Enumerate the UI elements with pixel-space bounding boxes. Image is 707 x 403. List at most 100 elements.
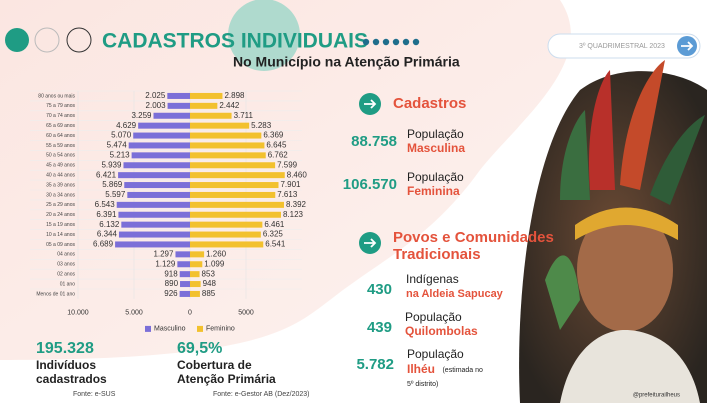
stat-label: Atenção Primária bbox=[177, 372, 276, 386]
bar bbox=[190, 133, 261, 139]
bar bbox=[190, 123, 249, 129]
bar bbox=[190, 241, 263, 247]
period: 3º QUADRIMESTRAL 2023 bbox=[579, 43, 665, 50]
subtitle: No Município na Atenção Primária bbox=[233, 54, 460, 70]
value-label: 853 bbox=[202, 269, 216, 278]
stat-label: Indígenas bbox=[406, 272, 459, 286]
bar bbox=[118, 212, 190, 218]
stat-label: População bbox=[407, 127, 464, 141]
bar bbox=[190, 251, 204, 257]
value-label: 7.901 bbox=[280, 180, 301, 189]
bar bbox=[190, 93, 222, 99]
stat-label: cadastrados bbox=[36, 372, 107, 386]
stat-label: Ilhéu bbox=[407, 362, 435, 376]
bar bbox=[138, 123, 190, 129]
stat-value: 88.758 bbox=[351, 133, 397, 150]
x-tick-label: 0 bbox=[188, 310, 192, 317]
bar bbox=[118, 172, 190, 178]
y-tick-label: 20 a 24 anos bbox=[46, 212, 75, 218]
stat-label: Masculina bbox=[407, 141, 465, 155]
value-label: 5.070 bbox=[111, 131, 132, 140]
bar bbox=[190, 172, 285, 178]
x-tick-label: 10.000 bbox=[67, 310, 89, 317]
y-tick-label: 15 a 19 anos bbox=[46, 222, 75, 228]
stat-label: Quilombolas bbox=[405, 324, 478, 338]
stat-note: (estimada no bbox=[442, 367, 483, 374]
value-label: 890 bbox=[165, 279, 179, 288]
value-label: 5.283 bbox=[251, 121, 272, 130]
y-tick-label: 04 anos bbox=[57, 252, 75, 258]
value-label: 918 bbox=[164, 269, 178, 278]
legend-swatch bbox=[197, 326, 203, 332]
value-label: 3.711 bbox=[234, 111, 254, 120]
y-tick-label: 50 a 54 anos bbox=[46, 153, 75, 159]
section-heading: Povos e Comunidades bbox=[393, 229, 554, 246]
bar bbox=[180, 291, 190, 297]
stat-value: 439 bbox=[367, 319, 392, 336]
value-label: 6.132 bbox=[99, 220, 120, 229]
section-heading: Tradicionais bbox=[393, 246, 481, 263]
bar bbox=[115, 241, 190, 247]
stat-label: População bbox=[405, 310, 462, 324]
bar bbox=[190, 261, 202, 267]
bar bbox=[180, 281, 190, 287]
value-label: 926 bbox=[164, 289, 178, 298]
bar bbox=[190, 222, 262, 228]
bar bbox=[190, 152, 266, 158]
decor-dot bbox=[5, 28, 29, 52]
value-label: 6.689 bbox=[93, 240, 114, 249]
title: CADASTROS INDIVIDUAIS bbox=[102, 30, 368, 53]
bar bbox=[153, 113, 190, 119]
value-label: 5.869 bbox=[102, 180, 123, 189]
bar bbox=[190, 103, 217, 109]
bar bbox=[177, 261, 190, 267]
y-tick-label: 55 a 59 anos bbox=[46, 143, 75, 149]
value-label: 8.392 bbox=[286, 200, 307, 209]
value-label: 5.213 bbox=[110, 150, 131, 159]
value-label: 6.391 bbox=[96, 210, 117, 219]
bar bbox=[190, 202, 284, 208]
value-label: 6.543 bbox=[95, 200, 116, 209]
value-label: 5.939 bbox=[101, 160, 122, 169]
value-label: 7.613 bbox=[277, 190, 298, 199]
value-label: 6.762 bbox=[268, 150, 289, 159]
y-tick-label: 03 anos bbox=[57, 262, 75, 268]
y-tick-label: 60 a 64 anos bbox=[46, 133, 75, 139]
value-label: 948 bbox=[203, 279, 217, 288]
stat-label: População bbox=[407, 170, 464, 184]
value-label: 2.003 bbox=[146, 101, 167, 110]
value-label: 2.442 bbox=[219, 101, 240, 110]
legend-label: Feminino bbox=[206, 326, 235, 333]
value-label: 8.460 bbox=[287, 170, 308, 179]
bar bbox=[168, 103, 190, 109]
bar bbox=[117, 202, 190, 208]
y-tick-label: 05 a 09 anos bbox=[46, 242, 75, 248]
value-label: 1.260 bbox=[206, 249, 227, 258]
bar bbox=[190, 212, 281, 218]
bar bbox=[133, 133, 190, 139]
stat-value: 195.328 bbox=[36, 340, 94, 357]
bar bbox=[121, 222, 190, 228]
stat-label: Indivíduos bbox=[36, 358, 96, 372]
source: Fonte: e-Gestor AB (Dez/2023) bbox=[213, 391, 310, 398]
y-tick-label: 65 a 69 anos bbox=[46, 123, 75, 129]
legend-swatch bbox=[145, 326, 151, 332]
stat-note: 5º distrito) bbox=[407, 381, 438, 388]
value-label: 8.123 bbox=[283, 210, 304, 219]
bar bbox=[123, 162, 190, 168]
value-label: 6.461 bbox=[264, 220, 285, 229]
y-tick-label: 01 ano bbox=[60, 281, 76, 287]
value-label: 6.369 bbox=[263, 131, 284, 140]
value-label: 2.025 bbox=[145, 91, 166, 100]
bar bbox=[127, 192, 190, 198]
value-label: 7.599 bbox=[277, 160, 298, 169]
photo-credit: @prefeiturailheus bbox=[633, 393, 680, 399]
y-tick-label: 35 a 39 anos bbox=[46, 182, 75, 188]
value-label: 3.259 bbox=[131, 111, 152, 120]
value-label: 5.474 bbox=[107, 141, 128, 150]
bar bbox=[119, 232, 190, 238]
value-label: 4.629 bbox=[116, 121, 137, 130]
legend-label: Masculino bbox=[154, 326, 186, 333]
bar bbox=[180, 271, 190, 277]
bar bbox=[190, 291, 200, 297]
